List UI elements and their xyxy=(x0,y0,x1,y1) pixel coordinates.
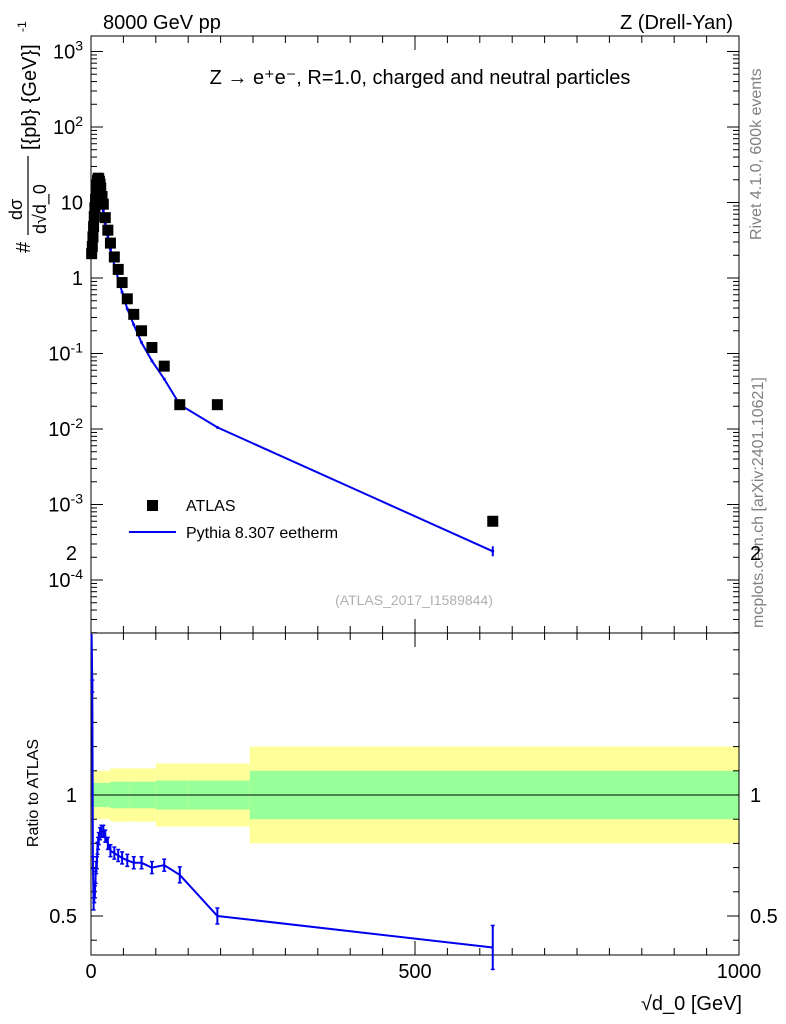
main-ytick-label: 1 xyxy=(72,268,83,290)
main-ytick-label: 10-4 xyxy=(48,566,83,592)
ratio-xtick-label: 0 xyxy=(85,961,96,983)
ratio-ytick-label: 1 xyxy=(66,785,77,807)
data-point xyxy=(108,251,120,263)
data-point xyxy=(88,211,100,223)
watermark: (ATLAS_2017_I1589844) xyxy=(335,592,493,608)
mc-point-main xyxy=(120,290,124,294)
ratio-ytick-label: 0.5 xyxy=(49,906,77,928)
mc-point-main xyxy=(215,425,219,429)
mc-line-main xyxy=(90,192,494,553)
ratio-panel: 0.5 0.5 1 1 2 2 0 500 1000 Ratio to ATLAS √d_0 … xyxy=(25,543,778,1015)
data-point xyxy=(487,515,499,527)
mc-series-ratio xyxy=(90,633,495,971)
mc-point-main xyxy=(132,323,136,327)
main-frame xyxy=(90,35,740,634)
svg-text:-1: -1 xyxy=(15,21,29,32)
data-point xyxy=(87,231,99,243)
data-point xyxy=(158,360,170,372)
rivet-label: Rivet 4.1.0, 600k events xyxy=(748,68,765,240)
mc-point-main xyxy=(125,307,129,311)
header-left: 8000 GeV pp xyxy=(103,12,221,34)
ratio-ytick-label-right: 2 xyxy=(750,543,761,565)
data-point xyxy=(104,237,116,249)
data-point xyxy=(86,248,98,260)
svg-text:dσ: dσ xyxy=(6,199,26,220)
mc-point-main xyxy=(140,340,144,344)
data-point xyxy=(88,221,100,233)
ratio-xtick-label: 500 xyxy=(398,961,431,983)
mc-point-main xyxy=(150,359,154,363)
main-ytick-label: 102 xyxy=(53,113,83,139)
data-point xyxy=(97,198,109,210)
legend: ATLAS Pythia 8.307 eetherm xyxy=(129,498,338,542)
x-axis-label: √d_0 [GeV] xyxy=(641,993,742,1015)
data-point xyxy=(136,325,148,337)
svg-text:d√d_0: d√d_0 xyxy=(30,184,51,234)
mc-point-main xyxy=(101,209,105,213)
main-ytick-label: 10-2 xyxy=(48,415,83,441)
mc-point-main xyxy=(162,377,166,381)
data-point xyxy=(102,224,114,236)
ratio-ytick-label: 2 xyxy=(66,543,77,565)
legend-mc-label: Pythia 8.307 eetherm xyxy=(186,525,338,542)
data-point xyxy=(112,263,124,275)
mcplots-label: mcplots.cern.ch [arXiv:2401.10621] xyxy=(750,377,767,628)
legend-data-label: ATLAS xyxy=(186,498,236,515)
data-point xyxy=(95,182,107,194)
header-right: Z (Drell-Yan) xyxy=(620,12,733,34)
data-point xyxy=(86,241,98,253)
main-ytick-label: 10-3 xyxy=(48,491,83,517)
svg-text:#: # xyxy=(13,241,35,253)
legend-data-marker xyxy=(147,500,158,511)
main-ytick-label: 10-1 xyxy=(48,340,83,366)
chart-title: Z → e⁺e⁻, R=1.0, charged and neutral par… xyxy=(210,67,631,89)
main-ytick-label: 10 xyxy=(61,193,83,215)
data-point xyxy=(121,293,133,305)
ratio-xtick-label: 1000 xyxy=(717,961,762,983)
data-point xyxy=(116,277,128,289)
data-point xyxy=(99,212,111,224)
main-ylabel: # dσ d√d_0 [{pb} {GeV}] -1 xyxy=(6,21,51,253)
data-point xyxy=(128,308,140,320)
main-panel: 10-4 10-3 10-2 10-1 1 10 102 103 Z → e⁺e⁻, R=1.… xyxy=(6,21,740,634)
data-series-main xyxy=(86,172,499,527)
main-ytick-label: 103 xyxy=(53,38,83,64)
ratio-ylabel: Ratio to ATLAS xyxy=(25,739,42,847)
data-point xyxy=(174,399,186,411)
ratio-ytick-label-right: 1 xyxy=(750,785,761,807)
svg-text:[{pb} {GeV}]: [{pb} {GeV}] xyxy=(19,44,41,150)
data-point xyxy=(96,191,108,203)
ratio-ytick-label-right: 0.5 xyxy=(750,906,778,928)
data-point xyxy=(211,399,223,411)
data-point xyxy=(90,193,102,205)
data-point xyxy=(146,342,158,354)
data-point xyxy=(89,202,101,214)
